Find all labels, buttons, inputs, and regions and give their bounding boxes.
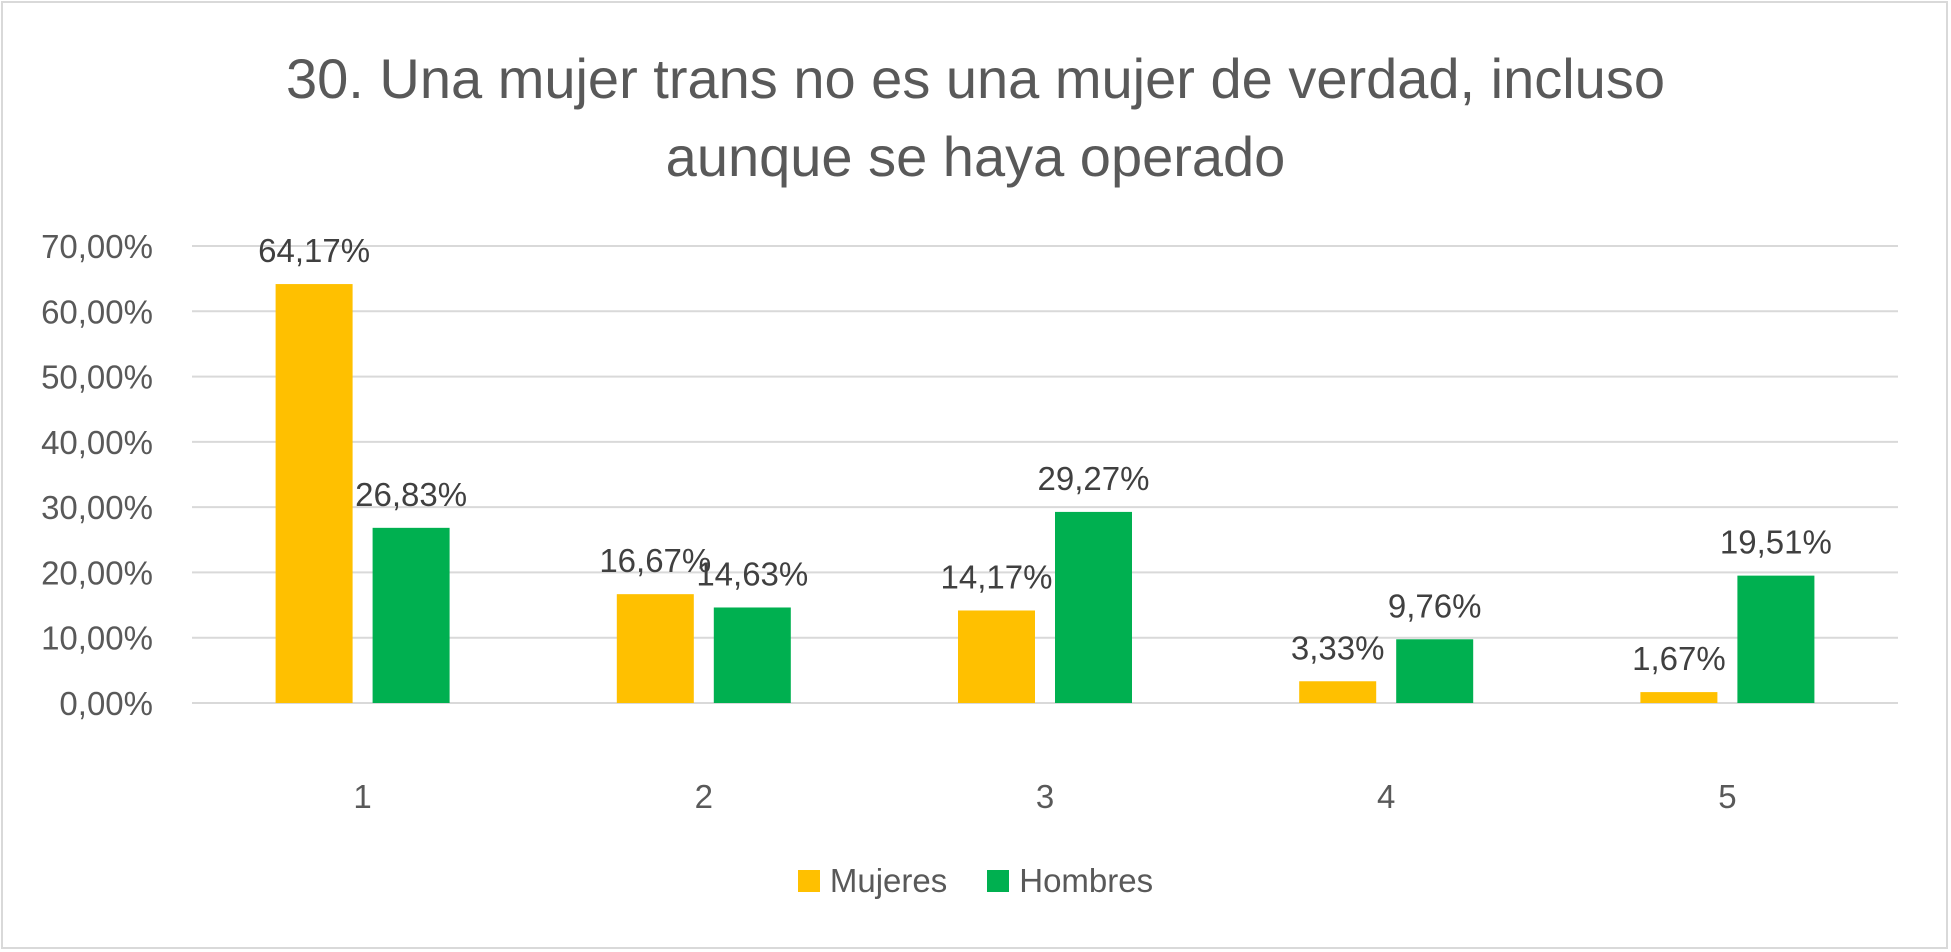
y-tick-label: 0,00% <box>59 685 153 722</box>
chart-title-line-2: aunque se haya operado <box>665 125 1286 188</box>
legend-item-hombres: Hombres <box>987 862 1153 900</box>
x-tick-label: 1 <box>353 778 371 815</box>
bar-hombres <box>713 607 791 703</box>
bar-mujeres <box>1299 681 1377 703</box>
bar-hombres <box>372 527 450 703</box>
legend-swatch-hombres <box>987 870 1010 892</box>
data-label-mujeres: 3,33% <box>1291 629 1385 666</box>
chart-title-line-1: 30. Una mujer trans no es una mujer de v… <box>286 47 1665 110</box>
data-label-mujeres: 16,67% <box>599 542 711 579</box>
legend-swatch-mujeres <box>797 870 820 892</box>
y-tick-label: 20,00% <box>41 554 153 591</box>
legend: Mujeres Hombres <box>0 862 1951 900</box>
y-tick-label: 40,00% <box>41 424 153 461</box>
data-label-mujeres: 14,17% <box>941 558 1053 595</box>
data-label-hombres: 29,27% <box>1038 460 1150 497</box>
y-tick-label: 70,00% <box>41 228 153 265</box>
chart-title: 30. Una mujer trans no es una mujer de v… <box>0 40 1951 196</box>
x-tick-label: 5 <box>1718 778 1736 815</box>
data-label-hombres: 14,63% <box>696 555 808 592</box>
bar-mujeres <box>616 594 694 703</box>
data-label-hombres: 26,83% <box>355 476 467 513</box>
data-label-hombres: 19,51% <box>1720 524 1832 561</box>
y-tick-label: 10,00% <box>41 620 153 657</box>
bar-mujeres <box>1640 692 1718 703</box>
bar-mujeres <box>275 284 353 703</box>
data-label-hombres: 9,76% <box>1388 587 1482 624</box>
x-tick-label: 3 <box>1036 778 1054 815</box>
bar-mujeres <box>958 610 1035 703</box>
bar-hombres <box>1055 511 1132 703</box>
legend-label-mujeres: Mujeres <box>829 862 948 899</box>
data-label-mujeres: 64,17% <box>258 232 370 269</box>
y-tick-label: 50,00% <box>41 359 153 396</box>
legend-label-hombres: Hombres <box>1019 862 1154 899</box>
x-tick-label: 4 <box>1377 778 1395 815</box>
x-tick-label: 2 <box>695 778 713 815</box>
bar-hombres <box>1737 575 1815 703</box>
y-tick-label: 30,00% <box>41 489 153 526</box>
y-tick-label: 60,00% <box>41 293 153 330</box>
data-label-mujeres: 1,67% <box>1632 640 1726 677</box>
legend-item-mujeres: Mujeres <box>797 862 948 900</box>
bar-hombres <box>1396 639 1474 703</box>
